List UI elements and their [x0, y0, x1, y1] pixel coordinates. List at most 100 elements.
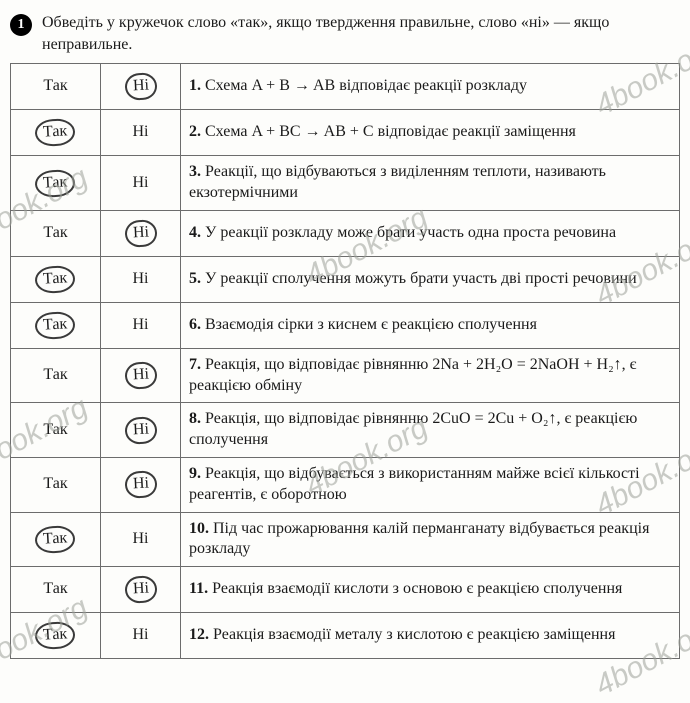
statement-text: Схема A + B → AB відповідає реакції розк… — [205, 77, 527, 94]
no-label: Ні — [124, 471, 157, 499]
statement-number: 2. — [189, 123, 201, 140]
yes-label: Так — [37, 419, 73, 442]
question-header: 1 Обведіть у кружечок слово «так», якщо … — [10, 12, 680, 55]
table-row: Так Ні 11.Реакція взаємодії кислоти з осно… — [11, 567, 680, 613]
yes-label: Так — [37, 222, 73, 245]
yes-label: Так — [35, 525, 77, 554]
statement-text: У реакції сполучення можуть брати участь… — [205, 270, 637, 287]
no-label: Ні — [127, 314, 155, 337]
statement-number: 6. — [189, 316, 201, 333]
yes-label: Так — [37, 364, 73, 387]
yes-cell: Так — [11, 256, 101, 302]
statement-text: Реакція взаємодії металу з кислотою є ре… — [213, 626, 615, 643]
yes-label: Так — [35, 265, 77, 294]
table-row: Так Ні 6.Взаємодія сірки з киснем є реакці… — [11, 302, 680, 348]
no-cell: Ні — [101, 403, 181, 458]
table-row: Так Ні 4.У реакції розкладу може брати уча… — [11, 210, 680, 256]
statement-text: Реакція, що відповідає рівнянню 2CuO = 2… — [189, 410, 637, 448]
no-label: Ні — [127, 172, 155, 195]
no-cell: Ні — [101, 64, 181, 110]
statement-number: 3. — [189, 163, 201, 180]
statement-cell: 12.Реакція взаємодії металу з кислотою є… — [181, 613, 680, 659]
statement-cell: 6.Взаємодія сірки з киснем є реакцією сп… — [181, 302, 680, 348]
no-cell: Ні — [101, 156, 181, 211]
yes-cell: Так — [11, 156, 101, 211]
statement-cell: 4.У реакції розкладу може брати участь о… — [181, 210, 680, 256]
yes-cell: Так — [11, 403, 101, 458]
yes-cell: Так — [11, 348, 101, 403]
statement-text: Реакції, що відбуваються з виділенням те… — [189, 163, 606, 201]
no-cell: Ні — [101, 512, 181, 567]
no-cell: Ні — [101, 302, 181, 348]
table-row: Так Ні 10.Під час прожарювання калій перма… — [11, 512, 680, 567]
yes-label: Так — [35, 621, 77, 650]
statement-cell: 7.Реакція, що відповідає рівнянню 2Na + … — [181, 348, 680, 403]
no-label: Ні — [124, 72, 157, 100]
no-cell: Ні — [101, 567, 181, 613]
statement-number: 11. — [189, 580, 208, 597]
yes-cell: Так — [11, 512, 101, 567]
no-label: Ні — [127, 121, 155, 144]
no-cell: Ні — [101, 348, 181, 403]
statement-cell: 11.Реакція взаємодії кислоти з основою є… — [181, 567, 680, 613]
no-cell: Ні — [101, 613, 181, 659]
yes-cell: Так — [11, 567, 101, 613]
statement-text: Реакція, що відповідає рівнянню 2Na + 2H… — [189, 356, 637, 394]
yes-label: Так — [37, 473, 73, 496]
yes-cell: Так — [11, 302, 101, 348]
table-row: Так Ні 3.Реакції, що відбуваються з виділе… — [11, 156, 680, 211]
statement-number: 8. — [189, 410, 201, 427]
statement-text: Схема A + BC → AB + C відповідає реакції… — [205, 123, 576, 140]
table-row: Так Ні 8.Реакція, що відповідає рівнянню 2… — [11, 403, 680, 458]
statement-number: 4. — [189, 224, 201, 241]
no-label: Ні — [127, 268, 155, 291]
statement-cell: 5.У реакції сполучення можуть брати учас… — [181, 256, 680, 302]
statement-text: У реакції розкладу може брати участь одн… — [205, 224, 616, 241]
no-cell: Ні — [101, 457, 181, 512]
no-label: Ні — [124, 575, 157, 603]
statement-text: Взаємодія сірки з киснем є реакцією спол… — [205, 316, 537, 333]
statement-number: 1. — [189, 77, 201, 94]
table-row: Так Ні 7.Реакція, що відповідає рівнянню 2… — [11, 348, 680, 403]
statement-number: 7. — [189, 356, 201, 373]
statement-cell: 2.Схема A + BC → AB + C відповідає реакц… — [181, 110, 680, 156]
yes-label: Так — [35, 169, 77, 198]
yes-label: Так — [35, 311, 77, 340]
yes-cell: Так — [11, 613, 101, 659]
no-label: Ні — [127, 624, 155, 647]
question-text: Обведіть у кружечок слово «так», якщо тв… — [42, 12, 680, 55]
question-number-badge: 1 — [10, 14, 32, 36]
no-cell: Ні — [101, 256, 181, 302]
yes-cell: Так — [11, 110, 101, 156]
statement-text: Реакція, що відбувається з використанням… — [189, 465, 640, 503]
yes-cell: Так — [11, 457, 101, 512]
table-row: Так Ні 2.Схема A + BC → AB + C відповідає … — [11, 110, 680, 156]
statement-cell: 9.Реакція, що відбувається з використанн… — [181, 457, 680, 512]
statement-cell: 1.Схема A + B → AB відповідає реакції ро… — [181, 64, 680, 110]
statement-text: Реакція взаємодії кислоти з основою є ре… — [212, 580, 622, 597]
table-row: Так Ні 12.Реакція взаємодії металу з кисло… — [11, 613, 680, 659]
yes-label: Так — [37, 75, 73, 98]
answers-table: Так Ні 1.Схема A + B → AB відповідає реакц… — [10, 63, 680, 659]
statement-number: 10. — [189, 520, 209, 537]
yes-label: Так — [37, 578, 73, 601]
statement-number: 12. — [189, 626, 209, 643]
statement-cell: 8.Реакція, що відповідає рівнянню 2CuO =… — [181, 403, 680, 458]
no-cell: Ні — [101, 110, 181, 156]
no-label: Ні — [124, 416, 157, 444]
no-cell: Ні — [101, 210, 181, 256]
statement-number: 5. — [189, 270, 201, 287]
table-row: Так Ні 1.Схема A + B → AB відповідає реакц… — [11, 64, 680, 110]
yes-cell: Так — [11, 210, 101, 256]
yes-label: Так — [35, 118, 77, 147]
no-label: Ні — [124, 361, 157, 389]
no-label: Ні — [124, 219, 157, 247]
statement-cell: 3.Реакції, що відбуваються з виділенням … — [181, 156, 680, 211]
statement-number: 9. — [189, 465, 201, 482]
table-row: Так Ні 9.Реакція, що відбувається з викори… — [11, 457, 680, 512]
no-label: Ні — [127, 528, 155, 551]
yes-cell: Так — [11, 64, 101, 110]
table-row: Так Ні 5.У реакції сполучення можуть брати… — [11, 256, 680, 302]
statement-cell: 10.Під час прожарювання калій пермангана… — [181, 512, 680, 567]
statement-text: Під час прожарювання калій перманганату … — [189, 520, 649, 558]
